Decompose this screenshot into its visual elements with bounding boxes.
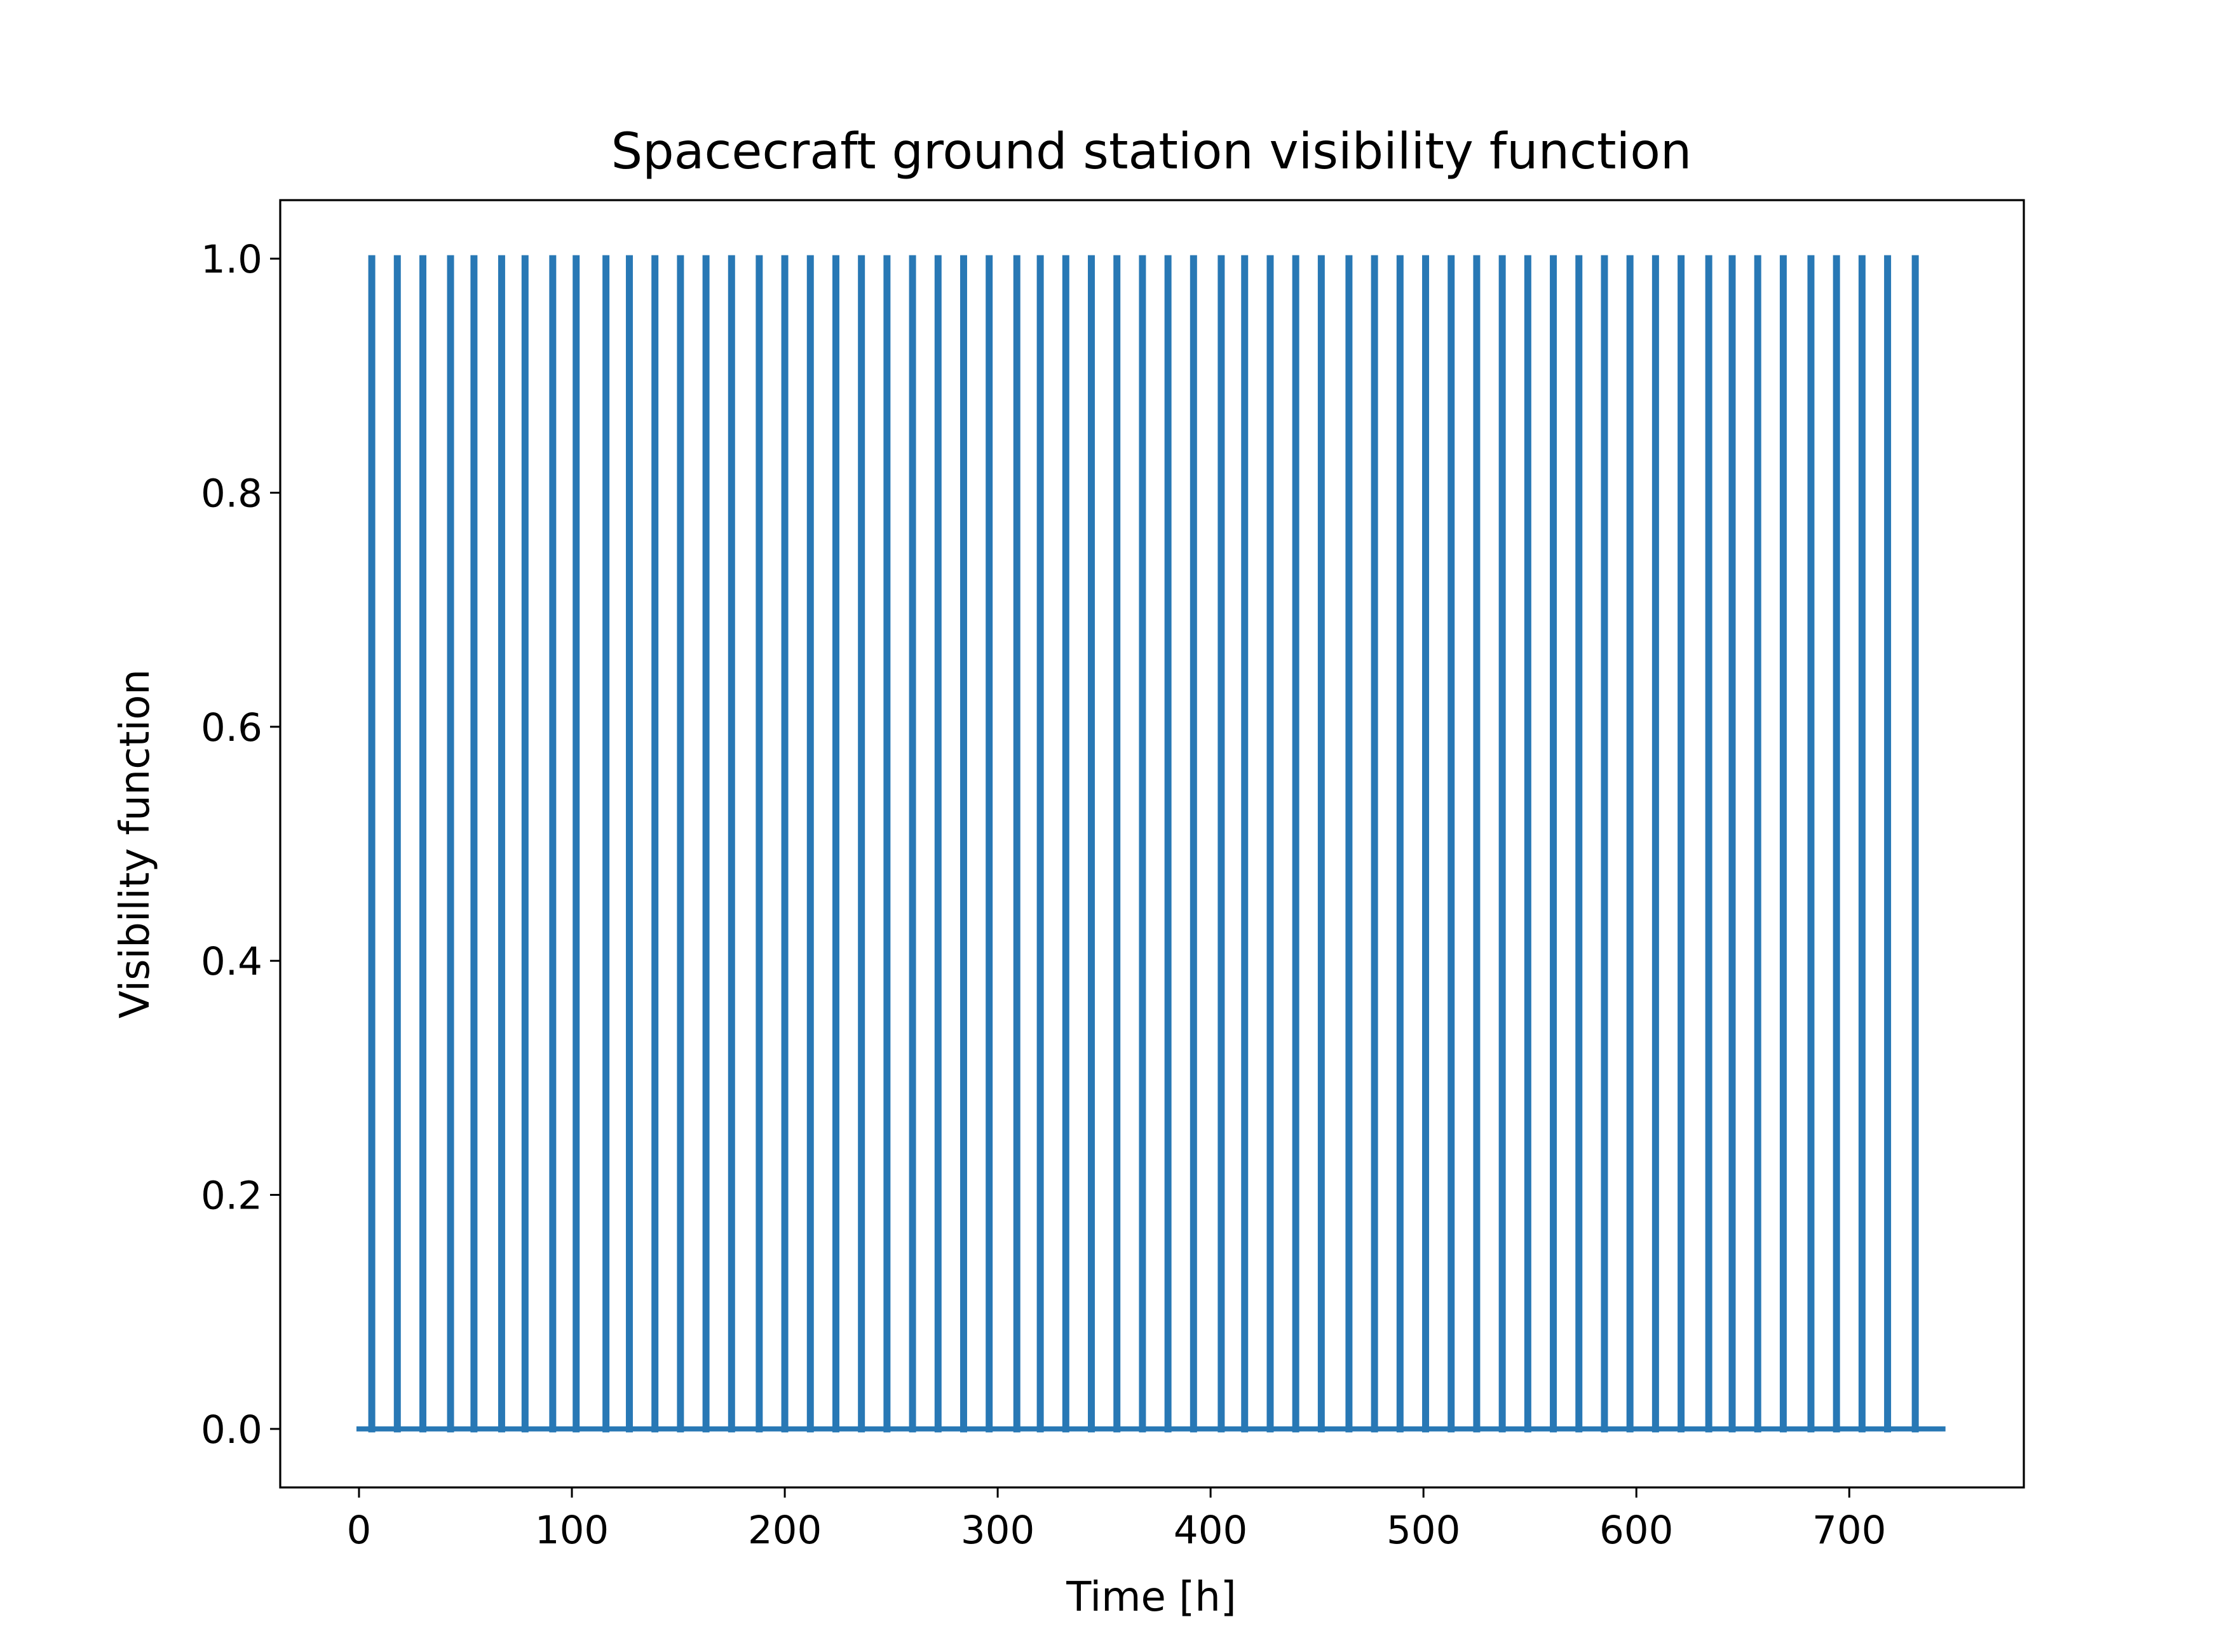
- y-axis-ticks: 0.0 0.2 0.4 0.6 0.8 1.0: [201, 237, 280, 1452]
- y-tick-label: 0.4: [201, 939, 262, 984]
- x-axis-ticks: 0 100 200 300 400 500 600 700: [347, 1487, 1886, 1553]
- plot-marks: [356, 255, 1946, 1433]
- x-tick-label: 300: [961, 1508, 1034, 1553]
- x-tick-label: 500: [1387, 1508, 1460, 1553]
- y-tick-label: 1.0: [201, 237, 262, 282]
- x-tick-label: 400: [1174, 1508, 1247, 1553]
- x-tick-label: 700: [1812, 1508, 1886, 1553]
- y-tick-label: 0.8: [201, 471, 262, 516]
- y-tick-label: 0.2: [201, 1174, 262, 1219]
- y-tick-label: 0.0: [201, 1407, 262, 1452]
- y-tick-label: 0.6: [201, 705, 262, 750]
- chart-title: Spacecraft ground station visibility fun…: [611, 123, 1692, 180]
- plot-frame: [279, 199, 2025, 1489]
- x-tick-label: 100: [535, 1508, 609, 1553]
- x-tick-label: 600: [1599, 1508, 1673, 1553]
- x-axis-label: Time [h]: [1066, 1574, 1236, 1621]
- x-tick-label: 200: [748, 1508, 822, 1553]
- x-tick-label: 0: [347, 1508, 372, 1553]
- y-axis-label: Visibility function: [112, 669, 159, 1019]
